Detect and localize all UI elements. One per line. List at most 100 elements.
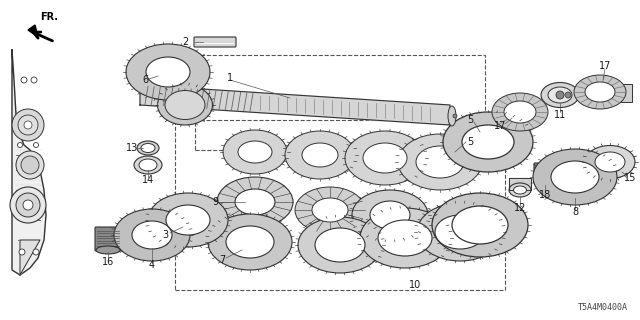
Text: 15: 15: [624, 173, 636, 183]
Ellipse shape: [416, 146, 464, 178]
Ellipse shape: [295, 187, 365, 233]
Circle shape: [453, 114, 457, 118]
Text: 17: 17: [599, 61, 611, 71]
FancyBboxPatch shape: [534, 163, 556, 183]
Circle shape: [16, 151, 44, 179]
FancyBboxPatch shape: [194, 37, 236, 47]
Ellipse shape: [302, 143, 338, 167]
Polygon shape: [20, 240, 40, 275]
Text: 18: 18: [539, 190, 551, 200]
Ellipse shape: [432, 193, 528, 257]
Ellipse shape: [443, 112, 533, 172]
Ellipse shape: [96, 246, 120, 254]
Ellipse shape: [585, 146, 635, 179]
Text: 6: 6: [142, 75, 148, 85]
Ellipse shape: [551, 161, 599, 193]
Ellipse shape: [208, 214, 292, 270]
Bar: [195, 55, 485, 150]
Circle shape: [10, 187, 46, 223]
Circle shape: [565, 92, 571, 98]
Ellipse shape: [139, 159, 157, 171]
FancyBboxPatch shape: [95, 227, 121, 251]
Ellipse shape: [345, 131, 425, 185]
Polygon shape: [140, 85, 450, 125]
Ellipse shape: [148, 193, 228, 247]
Text: 3: 3: [162, 230, 168, 240]
Circle shape: [21, 156, 39, 174]
Ellipse shape: [165, 91, 205, 119]
Polygon shape: [28, 25, 38, 37]
Ellipse shape: [315, 228, 365, 262]
Ellipse shape: [141, 143, 155, 153]
Circle shape: [21, 77, 27, 83]
Ellipse shape: [435, 215, 485, 249]
Ellipse shape: [312, 198, 348, 222]
Ellipse shape: [363, 143, 407, 173]
Ellipse shape: [146, 57, 190, 87]
Ellipse shape: [137, 141, 159, 155]
Ellipse shape: [462, 125, 514, 159]
Polygon shape: [509, 178, 531, 190]
Circle shape: [33, 142, 38, 148]
Text: 17: 17: [494, 121, 506, 131]
Ellipse shape: [548, 87, 572, 103]
Ellipse shape: [166, 205, 210, 235]
Circle shape: [16, 193, 40, 217]
Text: 8: 8: [572, 207, 578, 217]
Ellipse shape: [298, 217, 382, 273]
Ellipse shape: [217, 177, 293, 227]
Circle shape: [23, 200, 33, 210]
Bar: [175, 120, 505, 290]
Ellipse shape: [574, 75, 626, 109]
Ellipse shape: [132, 221, 172, 249]
Text: 9: 9: [212, 197, 218, 207]
Ellipse shape: [226, 226, 274, 258]
Circle shape: [12, 109, 44, 141]
Ellipse shape: [285, 131, 355, 179]
Ellipse shape: [535, 179, 555, 186]
Ellipse shape: [533, 149, 617, 205]
Ellipse shape: [492, 93, 548, 131]
Text: FR.: FR.: [40, 12, 58, 22]
Text: 14: 14: [142, 175, 154, 185]
Ellipse shape: [370, 201, 410, 229]
Circle shape: [17, 142, 22, 148]
Text: 13: 13: [126, 143, 138, 153]
Circle shape: [18, 115, 38, 135]
Text: 5: 5: [467, 115, 473, 125]
Ellipse shape: [452, 206, 508, 244]
Ellipse shape: [223, 130, 287, 174]
Circle shape: [33, 249, 39, 255]
Bar: [618, 84, 632, 102]
Ellipse shape: [585, 82, 615, 102]
Text: 10: 10: [409, 280, 421, 290]
Text: T5A4M0400A: T5A4M0400A: [578, 303, 628, 312]
Ellipse shape: [360, 208, 450, 268]
Text: 5: 5: [467, 137, 473, 147]
Ellipse shape: [352, 190, 428, 240]
Ellipse shape: [541, 83, 579, 108]
Text: 12: 12: [514, 203, 526, 213]
Ellipse shape: [595, 152, 625, 172]
Text: 7: 7: [219, 255, 225, 265]
Ellipse shape: [126, 44, 210, 100]
Ellipse shape: [398, 134, 482, 190]
Text: 11: 11: [554, 110, 566, 120]
Circle shape: [24, 121, 32, 129]
Ellipse shape: [513, 186, 527, 194]
Ellipse shape: [378, 220, 432, 256]
Circle shape: [556, 91, 564, 99]
Text: 2: 2: [182, 37, 188, 47]
Ellipse shape: [448, 106, 456, 126]
Circle shape: [31, 77, 37, 83]
Text: 4: 4: [149, 260, 155, 270]
Ellipse shape: [417, 203, 503, 261]
Ellipse shape: [134, 156, 162, 174]
Ellipse shape: [114, 209, 190, 261]
Circle shape: [19, 249, 25, 255]
Text: 16: 16: [102, 257, 114, 267]
Ellipse shape: [157, 85, 212, 125]
Polygon shape: [12, 50, 46, 275]
Ellipse shape: [235, 189, 275, 215]
Ellipse shape: [504, 101, 536, 123]
